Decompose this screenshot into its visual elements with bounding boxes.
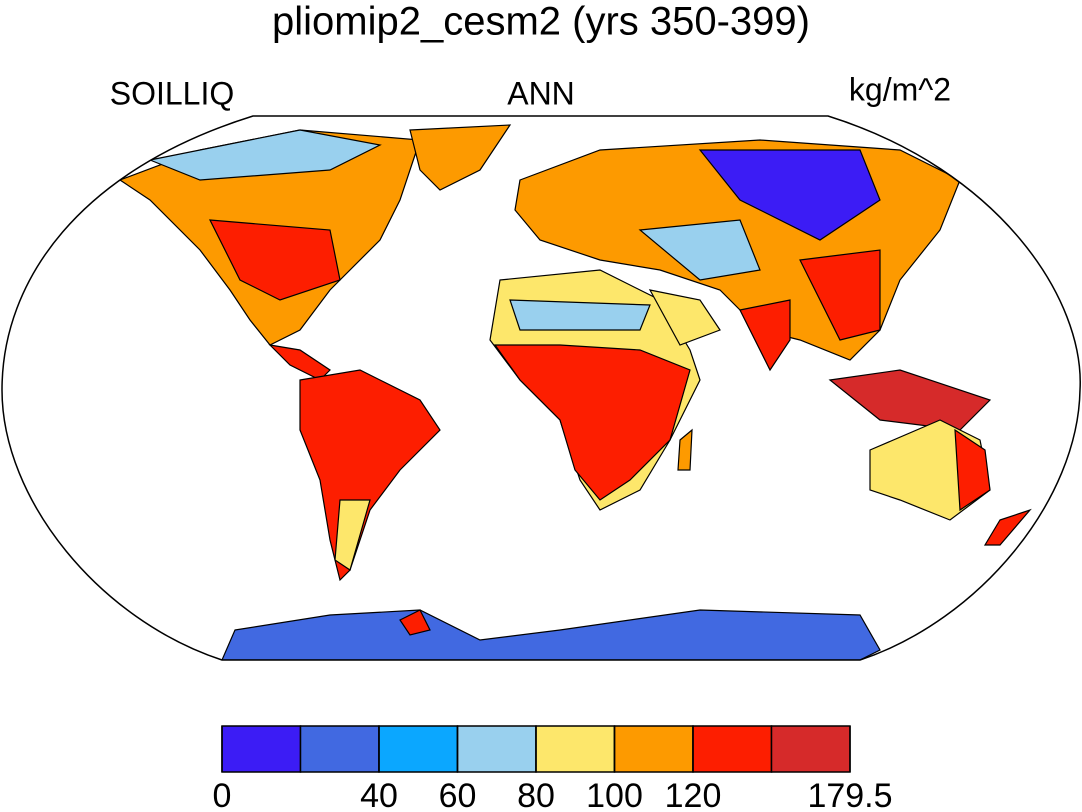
- colorbar-tick-label: 80: [517, 777, 555, 812]
- map-land: [118, 124, 1032, 660]
- colorbar-tick-label: 179.5: [807, 777, 892, 812]
- units-label: kg/m^2: [849, 71, 951, 107]
- colorbar-tick-label: 0: [213, 777, 232, 812]
- variable-label: SOILLIQ: [110, 75, 235, 111]
- colorbar-tick-label: 120: [665, 777, 722, 812]
- map-border: [1, 115, 1081, 661]
- colorbar-tick-label: 60: [439, 777, 477, 812]
- colorbar-box: [378, 725, 459, 773]
- colorbar-tick-label: 40: [360, 777, 398, 812]
- colorbar-box: [456, 725, 537, 773]
- colorbar-box: [613, 725, 694, 773]
- colorbar-box: [299, 725, 380, 773]
- season-label: ANN: [507, 75, 575, 111]
- colorbar-tick-label: 100: [586, 777, 643, 812]
- colorbar-box: [535, 725, 616, 773]
- colorbar-box: [692, 725, 773, 773]
- colorbar-box: [770, 725, 851, 773]
- title: pliomip2_cesm2 (yrs 350-399): [272, 0, 810, 44]
- colorbar-box: [221, 725, 302, 773]
- colorbar: 0 40 60 80 100 120 179.5: [213, 725, 893, 812]
